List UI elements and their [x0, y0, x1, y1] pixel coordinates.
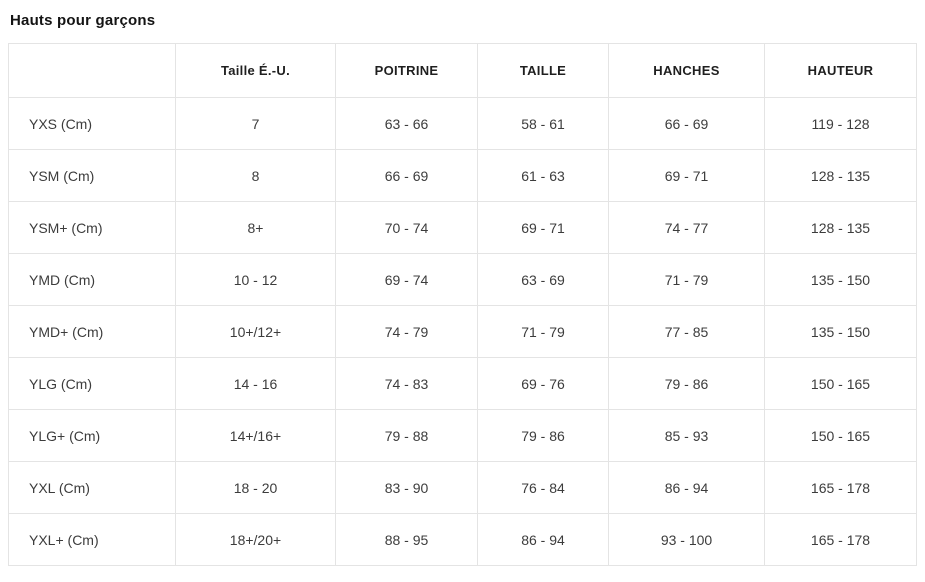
us-size-cell: 10 - 12: [175, 253, 336, 306]
header-cell-height: HAUTEUR: [764, 43, 917, 98]
chest-cell: 83 - 90: [335, 461, 478, 514]
header-cell-waist: TAILLE: [477, 43, 609, 98]
table-row: YMD (Cm) 10 - 12 69 - 74 63 - 69 71 - 79…: [8, 253, 917, 306]
table-row: YXL+ (Cm) 18+/20+ 88 - 95 86 - 94 93 - 1…: [8, 513, 917, 566]
chest-cell: 63 - 66: [335, 97, 478, 150]
hips-cell: 85 - 93: [608, 409, 765, 462]
chest-cell: 69 - 74: [335, 253, 478, 306]
us-size-cell: 7: [175, 97, 336, 150]
waist-cell: 86 - 94: [477, 513, 609, 566]
us-size-cell: 8: [175, 149, 336, 202]
height-cell: 119 - 128: [764, 97, 917, 150]
waist-cell: 58 - 61: [477, 97, 609, 150]
row-label-cell: YSM (Cm): [8, 149, 176, 202]
us-size-cell: 8+: [175, 201, 336, 254]
chest-cell: 74 - 83: [335, 357, 478, 410]
height-cell: 165 - 178: [764, 461, 917, 514]
table-row: YSM (Cm) 8 66 - 69 61 - 63 69 - 71 128 -…: [8, 149, 917, 202]
row-label-cell: YMD+ (Cm): [8, 305, 176, 358]
table-body: YXS (Cm) 7 63 - 66 58 - 61 66 - 69 119 -…: [8, 97, 917, 566]
chest-cell: 88 - 95: [335, 513, 478, 566]
hips-cell: 71 - 79: [608, 253, 765, 306]
us-size-cell: 18 - 20: [175, 461, 336, 514]
size-chart-table: Taille É.-U. POITRINE TAILLE HANCHES HAU…: [8, 43, 917, 566]
waist-cell: 69 - 76: [477, 357, 609, 410]
waist-cell: 63 - 69: [477, 253, 609, 306]
row-label-cell: YMD (Cm): [8, 253, 176, 306]
table-row: YXS (Cm) 7 63 - 66 58 - 61 66 - 69 119 -…: [8, 97, 917, 150]
hips-cell: 69 - 71: [608, 149, 765, 202]
us-size-cell: 14+/16+: [175, 409, 336, 462]
height-cell: 128 - 135: [764, 201, 917, 254]
chest-cell: 74 - 79: [335, 305, 478, 358]
table-row: YLG+ (Cm) 14+/16+ 79 - 88 79 - 86 85 - 9…: [8, 409, 917, 462]
height-cell: 135 - 150: [764, 253, 917, 306]
header-cell-hips: HANCHES: [608, 43, 765, 98]
row-label-cell: YSM+ (Cm): [8, 201, 176, 254]
header-cell-empty: [8, 43, 176, 98]
us-size-cell: 18+/20+: [175, 513, 336, 566]
header-cell-us-size: Taille É.-U.: [175, 43, 336, 98]
row-label-cell: YXL (Cm): [8, 461, 176, 514]
hips-cell: 79 - 86: [608, 357, 765, 410]
chest-cell: 79 - 88: [335, 409, 478, 462]
height-cell: 150 - 165: [764, 409, 917, 462]
height-cell: 150 - 165: [764, 357, 917, 410]
hips-cell: 77 - 85: [608, 305, 765, 358]
height-cell: 165 - 178: [764, 513, 917, 566]
table-row: YSM+ (Cm) 8+ 70 - 74 69 - 71 74 - 77 128…: [8, 201, 917, 254]
height-cell: 135 - 150: [764, 305, 917, 358]
hips-cell: 74 - 77: [608, 201, 765, 254]
us-size-cell: 10+/12+: [175, 305, 336, 358]
chest-cell: 70 - 74: [335, 201, 478, 254]
row-label-cell: YLG+ (Cm): [8, 409, 176, 462]
waist-cell: 71 - 79: [477, 305, 609, 358]
table-header: Taille É.-U. POITRINE TAILLE HANCHES HAU…: [8, 43, 917, 98]
hips-cell: 93 - 100: [608, 513, 765, 566]
header-cell-chest: POITRINE: [335, 43, 478, 98]
row-label-cell: YXL+ (Cm): [8, 513, 176, 566]
waist-cell: 69 - 71: [477, 201, 609, 254]
waist-cell: 61 - 63: [477, 149, 609, 202]
table-row: YLG (Cm) 14 - 16 74 - 83 69 - 76 79 - 86…: [8, 357, 917, 410]
hips-cell: 86 - 94: [608, 461, 765, 514]
table-row: YMD+ (Cm) 10+/12+ 74 - 79 71 - 79 77 - 8…: [8, 305, 917, 358]
row-label-cell: YXS (Cm): [8, 97, 176, 150]
chest-cell: 66 - 69: [335, 149, 478, 202]
header-row: Taille É.-U. POITRINE TAILLE HANCHES HAU…: [8, 43, 917, 98]
height-cell: 128 - 135: [764, 149, 917, 202]
page-title: Hauts pour garçons: [10, 12, 156, 29]
hips-cell: 66 - 69: [608, 97, 765, 150]
waist-cell: 76 - 84: [477, 461, 609, 514]
row-label-cell: YLG (Cm): [8, 357, 176, 410]
us-size-cell: 14 - 16: [175, 357, 336, 410]
table-row: YXL (Cm) 18 - 20 83 - 90 76 - 84 86 - 94…: [8, 461, 917, 514]
waist-cell: 79 - 86: [477, 409, 609, 462]
